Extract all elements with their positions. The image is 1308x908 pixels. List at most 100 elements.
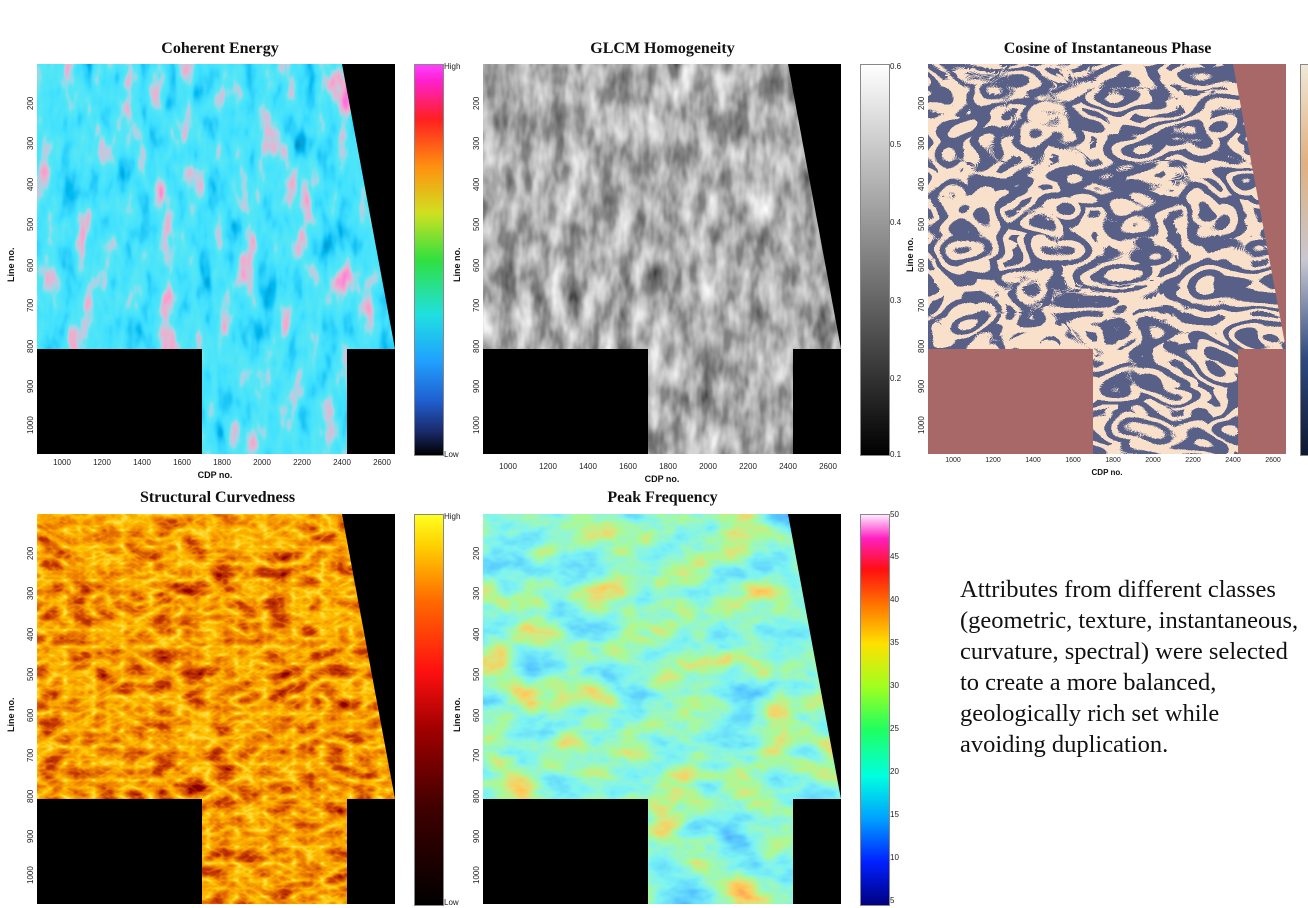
coherent-energy-map [37,64,395,454]
x-tick: 2600 [373,458,391,467]
y-tick: 900 [917,379,926,393]
y-tick: 300 [472,136,481,150]
glcm-colorbar [860,64,890,456]
y-tick: 900 [26,379,35,393]
colorbar-tick: 0.1 [890,450,902,459]
x-tick: 2400 [1225,457,1241,464]
x-tick: 2400 [779,462,797,471]
y-tick: 600 [26,708,35,722]
y-tick: 600 [472,708,481,722]
y-tick: 900 [26,829,35,843]
x-tick: 1800 [1105,457,1121,464]
colorbar-tick: 0.2 [890,374,902,383]
y-tick: 800 [472,789,481,803]
y-tick: 500 [26,667,35,681]
y-tick: 300 [26,136,35,150]
y-tick: 600 [26,258,35,272]
x-tick: 1400 [1025,457,1041,464]
y-tick: 200 [26,96,35,110]
peak-frequency-title: Peak Frequency [607,489,718,506]
peak-frequency-map [483,514,841,904]
colorbar-tick: 0.6 [890,62,902,71]
colorbar-tick: 20 [890,767,899,776]
x-tick: 2000 [1145,457,1161,464]
y-tick: 600 [917,258,926,272]
glcm-homogeneity-map [483,64,841,454]
x-tick: 2600 [1265,457,1281,464]
glcm-y-axis-label: Line no. [452,247,462,283]
colorbar-tick: 10 [890,853,899,862]
y-tick: 1000 [26,416,35,434]
x-tick: 1000 [945,457,961,464]
y-tick: 200 [917,96,926,110]
x-tick: 1800 [659,462,677,471]
y-tick: 800 [26,789,35,803]
x-tick: 1400 [133,458,151,467]
x-tick: 2200 [1185,457,1201,464]
y-tick: 700 [26,748,35,762]
colorbar-tick: 15 [890,810,899,819]
y-tick: 400 [917,177,926,191]
colorbar-tick: 0.5 [890,140,902,149]
y-tick: 300 [26,586,35,600]
colorbar-tick: 30 [890,681,899,690]
colorbar-tick: 5 [890,896,895,905]
coherent-energy-title: Coherent Energy [161,40,279,57]
colorbar-tick: 0.4 [890,218,902,227]
x-tick: 1000 [53,458,71,467]
x-tick: 1200 [93,458,111,467]
colorbar-tick: 35 [890,638,899,647]
colorbar-tick: 45 [890,552,899,561]
y-tick: 400 [26,627,35,641]
glcm-homogeneity-title: GLCM Homogeneity [590,40,735,57]
colorbar-low-label: Low [444,898,459,907]
y-tick: 900 [472,829,481,843]
x-tick: 2400 [333,458,351,467]
x-tick: 1600 [619,462,637,471]
cosine-phase-map [928,64,1286,454]
coherent-colorbar [414,64,444,456]
cosine-phase-title: Cosine of Instantaneous Phase [1003,40,1212,57]
y-tick: 900 [472,379,481,393]
y-tick: 600 [472,258,481,272]
structural-curvedness-title: Structural Curvedness [139,489,296,506]
x-tick: 1800 [213,458,231,467]
colorbar-tick: 0.3 [890,296,902,305]
y-tick: 1000 [26,866,35,884]
y-tick: 400 [26,177,35,191]
y-tick: 500 [472,217,481,231]
x-tick: 2600 [819,462,837,471]
peak-colorbar [860,514,890,906]
y-tick: 700 [472,298,481,312]
coherent-y-axis-label: Line no. [6,247,16,283]
y-tick: 700 [26,298,35,312]
y-tick: 1000 [472,866,481,884]
y-tick: 200 [26,546,35,560]
description-text: Attributes from different classes (geome… [960,576,1299,758]
curvedness-colorbar [414,514,444,906]
cosine-y-axis-label: Line no. [905,237,915,273]
y-tick: 700 [917,298,926,312]
structural-curvedness-map [37,514,395,904]
colorbar-tick: 40 [890,595,899,604]
x-tick: 1600 [173,458,191,467]
x-tick: 2000 [699,462,717,471]
coherent-x-axis-label: CDP no. [197,470,233,480]
y-tick: 500 [917,217,926,231]
colorbar-tick: 25 [890,724,899,733]
y-tick: 300 [917,136,926,150]
y-tick: 500 [472,667,481,681]
y-tick: 500 [26,217,35,231]
y-tick: 200 [472,546,481,560]
y-tick: 1000 [917,416,926,434]
y-tick: 200 [472,96,481,110]
curvedness-y-axis-label: Line no. [6,697,16,733]
x-tick: 2000 [253,458,271,467]
glcm-x-axis-label: CDP no. [644,474,680,484]
y-tick: 800 [472,339,481,353]
y-tick: 800 [26,339,35,353]
y-tick: 300 [472,586,481,600]
cosine-x-axis-label: CDP no. [1091,468,1123,477]
colorbar-high-label: High [444,62,461,71]
peak-y-axis-label: Line no. [452,697,462,733]
